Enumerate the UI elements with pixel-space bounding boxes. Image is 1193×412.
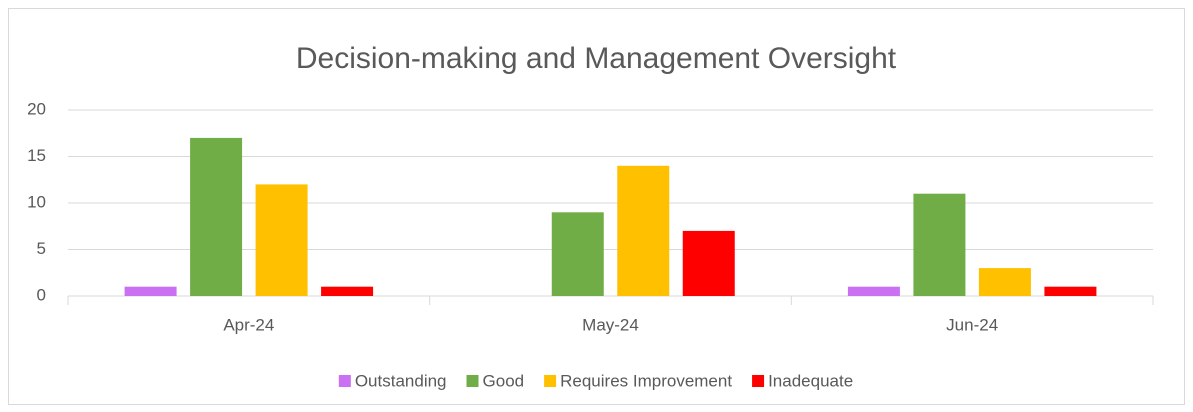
chart-title: Decision-making and Management Oversight xyxy=(296,42,897,75)
bar xyxy=(1044,286,1097,296)
x-tick-label: Jun-24 xyxy=(946,315,998,334)
y-tick-label: 15 xyxy=(27,146,46,165)
bar xyxy=(617,165,670,296)
bar xyxy=(551,212,604,296)
bar xyxy=(321,286,374,296)
bar xyxy=(682,230,735,296)
legend-swatch xyxy=(338,375,351,387)
bar xyxy=(255,184,308,296)
bar xyxy=(978,268,1031,296)
legend-swatch xyxy=(466,375,479,387)
y-tick-label: 5 xyxy=(37,239,46,258)
bar xyxy=(124,286,177,296)
legend-label: Outstanding xyxy=(355,371,447,390)
legend-label: Inadequate xyxy=(768,371,853,390)
legend-label: Requires Improvement xyxy=(560,371,732,390)
legend-swatch xyxy=(752,375,765,387)
legend-label: Good xyxy=(483,371,525,390)
y-tick-label: 20 xyxy=(27,99,46,118)
x-tick-label: Apr-24 xyxy=(223,315,274,334)
legend-swatch xyxy=(544,375,557,387)
y-tick-label: 0 xyxy=(37,285,46,304)
bar xyxy=(190,137,243,296)
x-tick-label: May-24 xyxy=(582,315,639,334)
y-tick-label: 10 xyxy=(27,192,46,211)
bar xyxy=(847,286,900,296)
bar xyxy=(913,193,966,296)
